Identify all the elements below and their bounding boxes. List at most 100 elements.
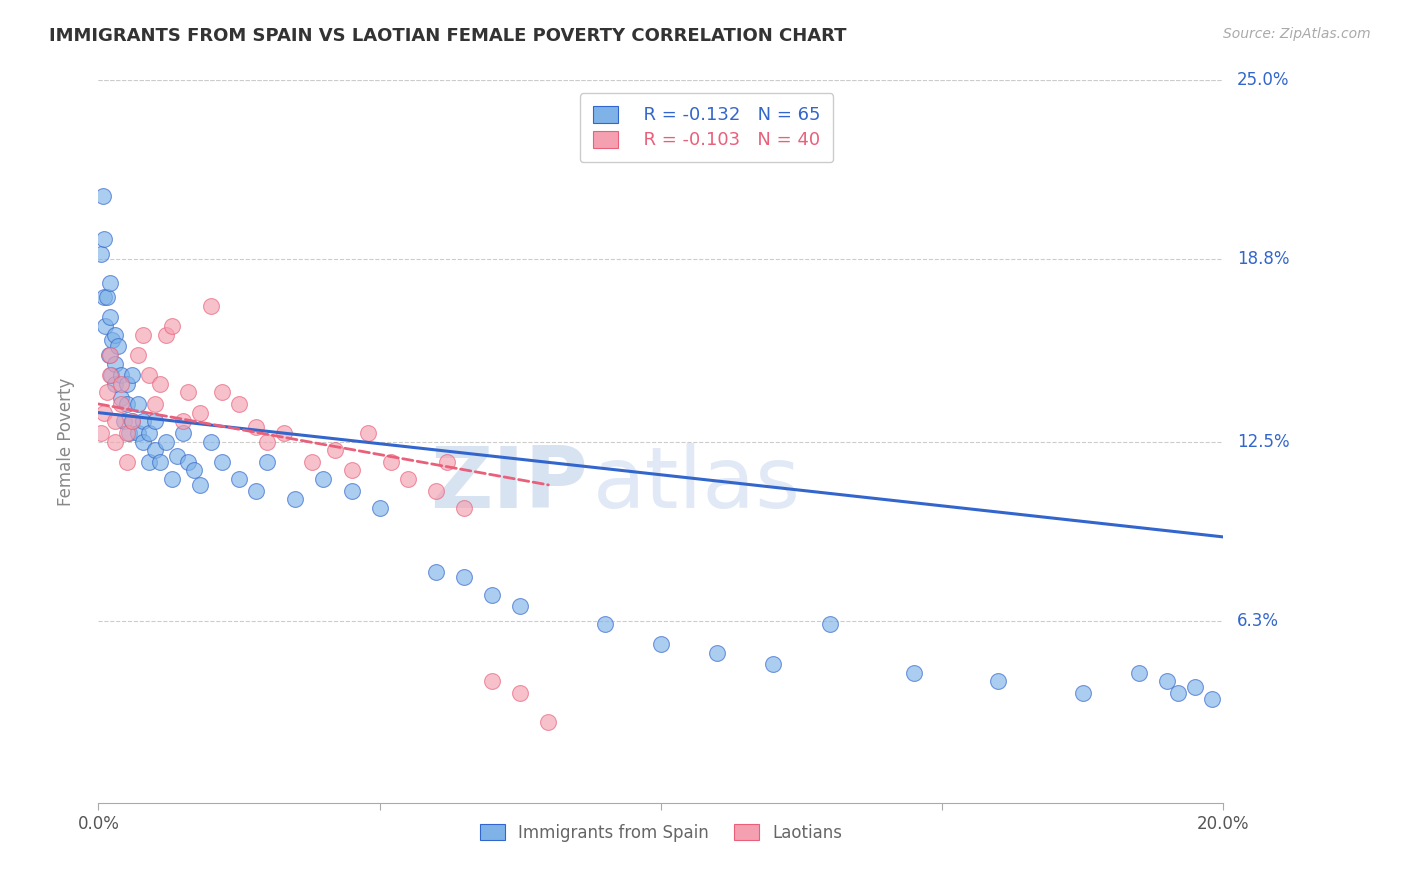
- Point: [903, 665, 925, 680]
- Point: [183, 463, 205, 477]
- Text: 18.8%: 18.8%: [1237, 251, 1289, 268]
- Point: [98, 368, 121, 382]
- Point: [481, 674, 503, 689]
- Point: [425, 565, 447, 579]
- Point: [200, 434, 222, 449]
- Point: [425, 483, 447, 498]
- Point: [138, 455, 160, 469]
- Point: [100, 368, 122, 382]
- Text: Source: ZipAtlas.com: Source: ZipAtlas.com: [1223, 27, 1371, 41]
- Point: [93, 406, 115, 420]
- Point: [127, 348, 149, 362]
- Point: [228, 472, 250, 486]
- Point: [211, 385, 233, 400]
- Point: [110, 376, 132, 391]
- Point: [104, 434, 127, 449]
- Point: [115, 397, 138, 411]
- Point: [104, 414, 127, 428]
- Point: [368, 501, 391, 516]
- Point: [1128, 665, 1150, 680]
- Point: [211, 455, 233, 469]
- Text: 6.3%: 6.3%: [1237, 612, 1279, 630]
- Point: [172, 414, 194, 428]
- Point: [301, 455, 323, 469]
- Point: [115, 455, 138, 469]
- Point: [90, 425, 112, 440]
- Point: [160, 318, 183, 333]
- Point: [143, 443, 166, 458]
- Point: [762, 657, 785, 671]
- Point: [97, 348, 120, 362]
- Point: [104, 357, 127, 371]
- Point: [104, 376, 127, 391]
- Point: [256, 434, 278, 449]
- Point: [110, 397, 132, 411]
- Point: [323, 443, 346, 458]
- Point: [340, 463, 363, 477]
- Point: [1156, 674, 1178, 689]
- Point: [537, 714, 560, 729]
- Point: [436, 455, 458, 469]
- Y-axis label: Female Poverty: Female Poverty: [56, 377, 75, 506]
- Legend: Immigrants from Spain, Laotians: Immigrants from Spain, Laotians: [472, 817, 849, 848]
- Point: [115, 425, 138, 440]
- Point: [380, 455, 402, 469]
- Point: [110, 368, 132, 382]
- Point: [818, 616, 841, 631]
- Point: [98, 348, 121, 362]
- Point: [132, 414, 155, 428]
- Point: [228, 397, 250, 411]
- Point: [98, 310, 121, 325]
- Point: [96, 385, 118, 400]
- Point: [121, 414, 143, 428]
- Point: [94, 318, 117, 333]
- Point: [256, 455, 278, 469]
- Point: [188, 406, 211, 420]
- Point: [149, 455, 172, 469]
- Point: [127, 397, 149, 411]
- Point: [706, 646, 728, 660]
- Point: [509, 686, 531, 700]
- Point: [593, 616, 616, 631]
- Point: [357, 425, 380, 440]
- Point: [107, 339, 129, 353]
- Point: [188, 478, 211, 492]
- Point: [143, 414, 166, 428]
- Point: [166, 449, 188, 463]
- Point: [1167, 686, 1189, 700]
- Point: [132, 434, 155, 449]
- Point: [453, 501, 475, 516]
- Point: [121, 368, 143, 382]
- Point: [138, 425, 160, 440]
- Point: [112, 414, 135, 428]
- Point: [93, 290, 115, 304]
- Point: [138, 368, 160, 382]
- Point: [93, 232, 115, 246]
- Point: [91, 189, 114, 203]
- Point: [245, 483, 267, 498]
- Point: [132, 327, 155, 342]
- Point: [453, 570, 475, 584]
- Point: [509, 599, 531, 614]
- Point: [340, 483, 363, 498]
- Point: [143, 397, 166, 411]
- Point: [312, 472, 335, 486]
- Text: 12.5%: 12.5%: [1237, 433, 1289, 450]
- Point: [481, 588, 503, 602]
- Text: IMMIGRANTS FROM SPAIN VS LAOTIAN FEMALE POVERTY CORRELATION CHART: IMMIGRANTS FROM SPAIN VS LAOTIAN FEMALE …: [49, 27, 846, 45]
- Point: [115, 376, 138, 391]
- Point: [396, 472, 419, 486]
- Point: [987, 674, 1010, 689]
- Point: [650, 637, 672, 651]
- Point: [273, 425, 295, 440]
- Point: [104, 327, 127, 342]
- Point: [98, 276, 121, 290]
- Text: 25.0%: 25.0%: [1237, 71, 1289, 89]
- Point: [101, 334, 124, 348]
- Point: [149, 376, 172, 391]
- Text: ZIP: ZIP: [430, 443, 588, 526]
- Point: [160, 472, 183, 486]
- Point: [127, 425, 149, 440]
- Point: [177, 385, 200, 400]
- Point: [177, 455, 200, 469]
